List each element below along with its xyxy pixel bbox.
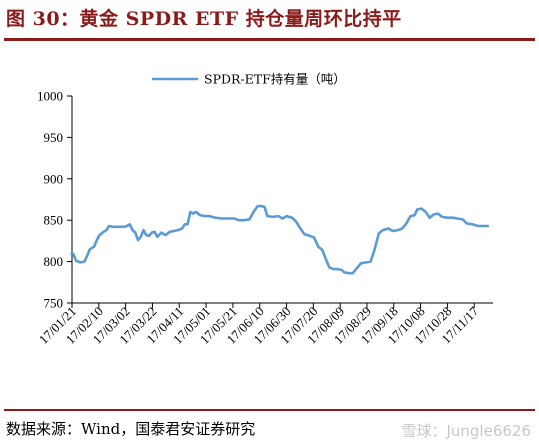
figure-title: 图 30：黄金 SPDR ETF 持仓量周环比持平 (6, 8, 402, 30)
title-divider (4, 38, 535, 41)
legend-label: SPDR-ETF持有量（吨） (204, 72, 346, 87)
y-tick-label: 800 (44, 254, 64, 269)
y-tick-label: 1000 (37, 89, 63, 104)
plot-area (70, 204, 489, 275)
x-axis: 17/01/2117/02/1017/03/0217/03/2217/04/11… (36, 302, 493, 347)
y-tick-label: 900 (44, 171, 64, 186)
series-line (70, 204, 489, 275)
legend: SPDR-ETF持有量（吨） (152, 72, 346, 87)
y-tick-label: 950 (44, 130, 64, 145)
watermark: 雪球：Jungle6626 (401, 422, 531, 440)
footer-divider (4, 409, 535, 411)
line-chart: 750 800 850 900 950 1000 17/01/2117/02/1017/0… (36, 72, 493, 347)
y-tick-label: 850 (44, 213, 64, 228)
y-axis: 750 800 850 900 950 1000 (37, 89, 73, 311)
source-note: 数据来源：Wind，国泰君安证券研究 (6, 420, 256, 438)
y-tick-label: 750 (44, 296, 64, 311)
